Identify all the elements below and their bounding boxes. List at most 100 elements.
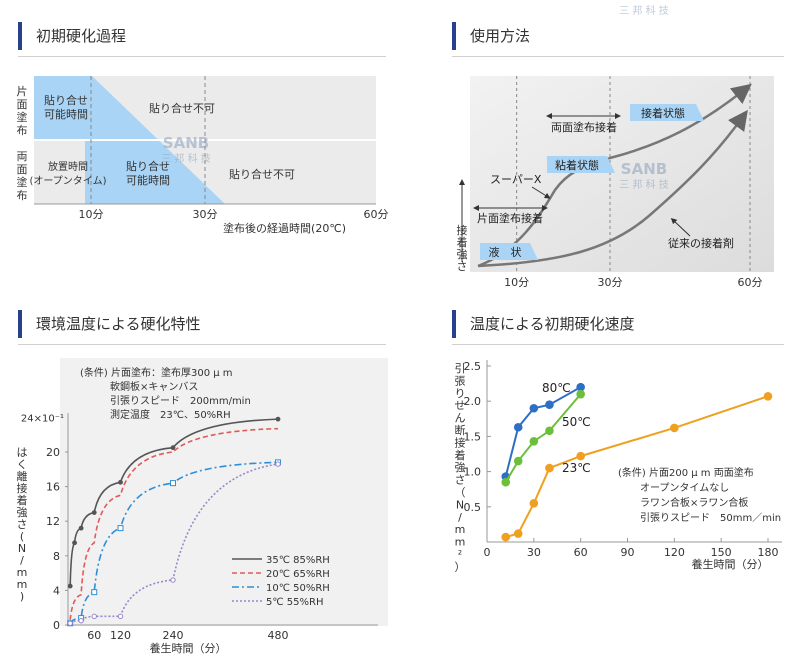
x-tick-label: 60分 — [364, 208, 389, 221]
panel-title: 初期硬化過程 — [18, 22, 126, 50]
data-point — [118, 479, 123, 485]
condition-line: (条件) 片面200 μ m 両面塗布 — [618, 466, 754, 479]
legend-label: 10℃ 50%RH — [266, 583, 330, 594]
data-point — [117, 613, 124, 620]
data-point — [170, 445, 176, 451]
data-point — [545, 426, 554, 436]
data-point — [67, 583, 73, 589]
series-line — [69, 427, 279, 620]
svg-text:強: 強 — [17, 506, 28, 519]
x-tick-label: 10分 — [504, 276, 529, 289]
data-point — [78, 525, 84, 531]
row-label: 両面塗布 — [17, 150, 28, 202]
chart-background — [470, 76, 774, 272]
x-tick-label: 120 — [664, 546, 685, 559]
data-point — [91, 613, 97, 620]
series-line — [69, 461, 279, 624]
series-label: 50℃ — [562, 415, 591, 429]
y-tick-label: 2.5 — [464, 360, 482, 373]
data-point — [117, 525, 124, 532]
watermark-sub: 三 邦 科 技 — [619, 178, 669, 191]
data-point — [576, 382, 585, 392]
row2-mid-label: 貼り合せ可能時間 — [126, 159, 170, 187]
svg-text:m: m — [455, 523, 466, 536]
svg-text:面: 面 — [17, 98, 28, 111]
svg-text:(: ( — [20, 530, 24, 543]
panel-title: 環境温度による硬化特性 — [18, 310, 201, 338]
svg-text:面: 面 — [17, 163, 28, 176]
series-label-pointer — [670, 217, 691, 237]
data-point — [670, 423, 679, 433]
svg-text:²: ² — [458, 548, 462, 561]
y-tick-label: 8 — [53, 550, 60, 563]
annotation-tacky-box — [547, 156, 615, 173]
legend-label: 20℃ 65%RH — [266, 569, 330, 580]
series-label: 80℃ — [542, 381, 571, 395]
series-line — [505, 395, 769, 539]
x-tick-label: 60 — [87, 629, 101, 642]
y-tick-label: 12 — [46, 515, 60, 528]
svg-text:着: 着 — [457, 235, 468, 249]
svg-text:（: （ — [455, 486, 466, 499]
condition-line: (条件) 片面塗布：塗布厚300 μ m — [80, 366, 233, 379]
panel-curing-process: 初期硬化過程 10分 30分 60分 塗布後の経過時間(20℃) 片面塗布両面塗布貼り合… — [0, 0, 400, 300]
svg-text:m: m — [17, 578, 28, 591]
series-label-pointer — [531, 186, 551, 199]
data-point — [513, 456, 523, 466]
data-point — [91, 589, 98, 596]
svg-text:強: 強 — [455, 461, 466, 474]
x-tick-label: 150 — [711, 546, 732, 559]
title-underline — [18, 344, 386, 345]
data-point — [501, 532, 511, 542]
svg-text:布: 布 — [17, 124, 28, 137]
annotation-double-coat: 両面塗布接着 — [551, 120, 617, 134]
series-label-super-x: スーパーX — [490, 173, 542, 186]
x-tick-label: 30分 — [193, 208, 218, 221]
condition-line: 測定温度 23℃、50%RH — [110, 408, 231, 421]
data-point — [576, 451, 585, 461]
series-super-x — [477, 83, 752, 268]
data-point — [67, 620, 74, 627]
watermark-brand: SANB — [163, 134, 209, 152]
condition-line: 引張りスピード 50mm／min — [640, 512, 781, 524]
svg-text:/: / — [458, 511, 462, 524]
condition-line: 軟鋼板×キャンバス — [110, 380, 198, 393]
series-line — [69, 463, 279, 624]
annotation-liquid: 液 状 — [489, 245, 522, 259]
chart-background — [60, 358, 388, 626]
data-point — [501, 477, 511, 487]
svg-text:N: N — [456, 498, 464, 511]
watermark-sub: 三 邦 科 技 — [161, 152, 211, 165]
condition-line: オープンタイムなし — [640, 482, 729, 494]
annotation-tacky: 粘着状態 — [555, 158, 599, 172]
svg-text:N: N — [18, 542, 26, 555]
y-tick-label: 4 — [53, 584, 60, 597]
svg-text:片: 片 — [17, 85, 28, 98]
data-point — [529, 403, 539, 413]
series-label: 23℃ — [562, 461, 591, 475]
annotation-liquid-box — [480, 243, 538, 260]
row1-left-label: 貼り合せ可能時間 — [44, 93, 88, 121]
svg-text:張: 張 — [455, 374, 466, 387]
svg-text:さ: さ — [17, 518, 28, 531]
data-point — [67, 620, 73, 626]
data-point — [545, 463, 554, 473]
condition-line: ラワン合板×ラワン合板 — [640, 496, 748, 509]
svg-text:離: 離 — [17, 469, 28, 483]
svg-text:): ) — [20, 590, 24, 603]
data-point — [763, 391, 773, 401]
x-tick-label: 480 — [268, 629, 289, 642]
series-label-conventional: 従来の接着剤 — [668, 236, 734, 250]
svg-text:塗: 塗 — [17, 175, 28, 189]
series-line — [504, 386, 582, 477]
data-point — [78, 617, 84, 624]
watermark-brand: SANB — [621, 160, 667, 178]
panel-title: 使用方法 — [452, 22, 530, 50]
panel-title: 温度による初期硬化速度 — [452, 310, 635, 338]
data-point — [170, 480, 176, 487]
y-tick-label: 20 — [46, 446, 60, 459]
svg-text:く: く — [17, 458, 28, 471]
data-point — [576, 389, 585, 399]
x-axis-label: 塗布後の経過時間(20℃) — [223, 221, 346, 235]
